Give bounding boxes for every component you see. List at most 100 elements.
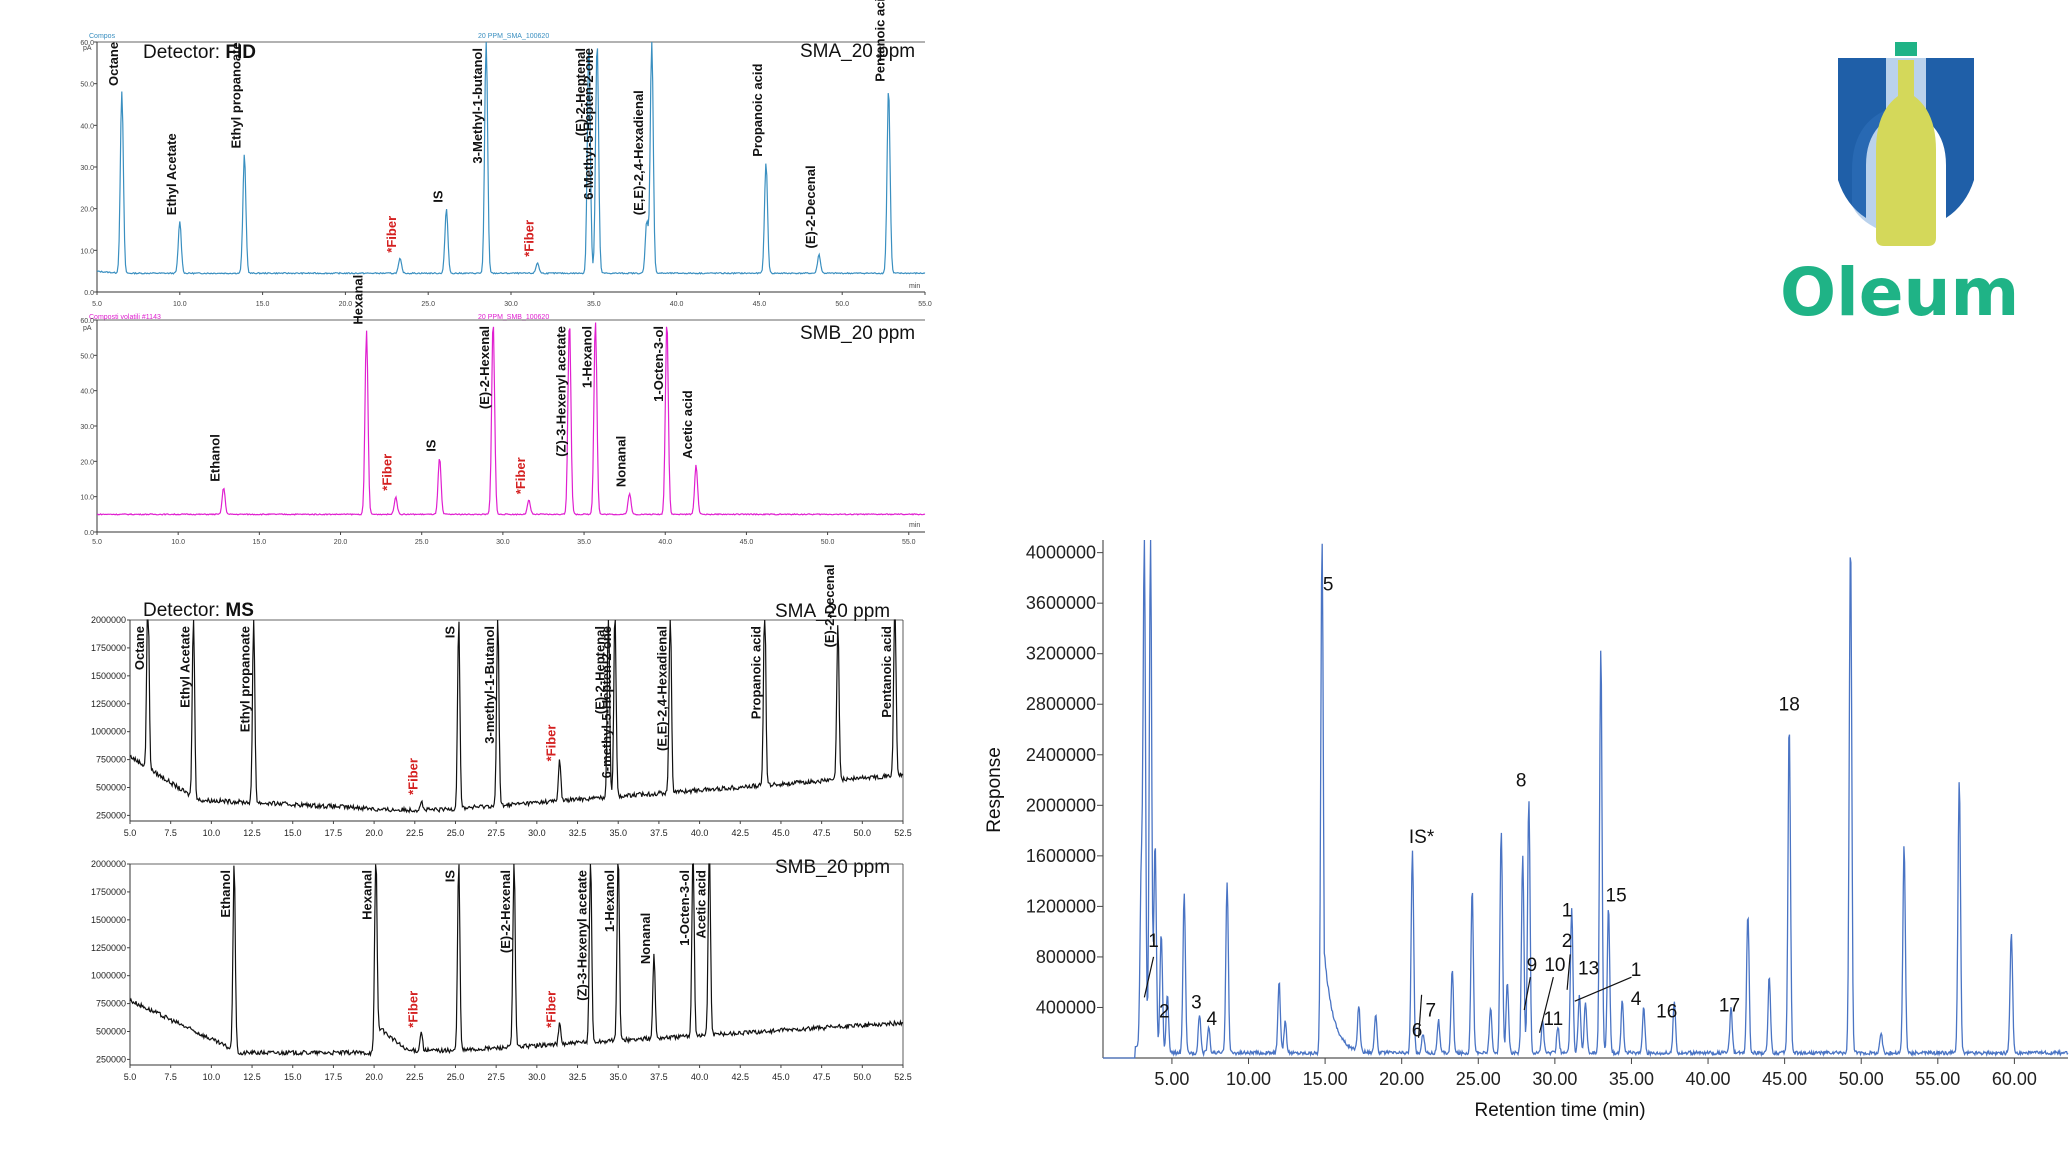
fid_b-xtick-label: 50.0 (821, 539, 835, 546)
tic-peak-number: 1 (1148, 931, 1159, 952)
ms-sma-sample-name: SMA_20 ppm (775, 601, 890, 622)
ms_a-xtick-label: 22.5 (406, 828, 424, 838)
ms_b-xtick-label: 10.0 (203, 1072, 221, 1082)
ms_a-ytick-label: 1000000 (91, 727, 126, 737)
tic-xlabel: Retention time (min) (1474, 1100, 1645, 1121)
right-ytick-label: 2400000 (1026, 745, 1096, 765)
ms_a-xtick-label: 47.5 (813, 828, 831, 838)
fid_b-peak-label: Nonanal (614, 436, 629, 487)
ms_b-xtick-label: 32.5 (569, 1072, 587, 1082)
tic-peak-number: 5 (1323, 575, 1334, 596)
ms_a-ytick-label: 1750000 (91, 643, 126, 653)
ms_a-xtick-label: 30.0 (528, 828, 546, 838)
fid_a-trace (96, 41, 926, 275)
ms_b-ytick-label: 1500000 (91, 915, 126, 925)
ms_a-xtick-label: 10.0 (203, 828, 221, 838)
ms_a-xtick-label: 12.5 (243, 828, 261, 838)
right-ytick-label: 4000000 (1026, 543, 1096, 563)
ms_b-xtick-label: 37.5 (650, 1072, 668, 1082)
tic-peak-number: 1 (1562, 901, 1573, 922)
tic-peak-number: 7 (1426, 1000, 1437, 1021)
fid_b-ytick-label: 20.0 (80, 459, 94, 466)
right-ytick-label: 800000 (1036, 947, 1096, 967)
ms_b-peak-label: *Fiber (544, 991, 559, 1028)
fid_a-ytick-label: 0.0 (84, 290, 94, 297)
ms_a-xtick-label: 50.0 (854, 828, 872, 838)
fid_a-peak-label: 6-Methyl-5-Hepten-2-one (581, 48, 596, 200)
ms_b-peak-label: (E)-2-Hexenal (498, 870, 513, 953)
right-trace (1103, 539, 2069, 1059)
fid-smb-panel: Composti volatili #1143 20 PPM_SMB_10062… (80, 275, 926, 546)
logo-right-shield (1926, 58, 1974, 218)
fid_a-xtick-label: 45.0 (753, 301, 767, 308)
ms_a-xtick-label: 27.5 (487, 828, 505, 838)
fid_b-peak-label: Ethanol (208, 434, 223, 482)
ms_b-peak-label: 1-Hexanol (602, 870, 617, 932)
ms_a-xtick-label: 35.0 (609, 828, 627, 838)
ms_b-xtick-label: 15.0 (284, 1072, 302, 1082)
fid_b-peak-label: (Z)-3-Hexenyl acetate (553, 326, 568, 457)
tic-peak-number: 18 (1779, 695, 1800, 716)
ms_a-peak-label: *Fiber (544, 725, 559, 762)
right-xtick-label: 55.00 (1915, 1069, 1960, 1089)
fid_a-ytick-label: 40.0 (80, 123, 94, 130)
right-xtick-label: 35.00 (1609, 1069, 1654, 1089)
ms_b-xtick-label: 27.5 (487, 1072, 505, 1082)
ms_a-peak-label: 6-methyl-5-Hepten-2-one (599, 626, 614, 778)
fid_a-peak-label: *Fiber (522, 220, 537, 257)
fid_b-xtick-label: 40.0 (658, 539, 672, 546)
ms_b-xtick-label: 7.5 (164, 1072, 177, 1082)
fid_b-peak-label: *Fiber (513, 457, 528, 494)
tic-panel: Response Retention time (min) 5.00 10.00 1… (984, 539, 2069, 1121)
ms_a-peak-label: Ethyl propanoate (238, 626, 253, 732)
ms_b-ytick-label: 2000000 (91, 859, 126, 869)
fid_a-peak-label: Pentanoic acid (873, 0, 888, 82)
tic-leader-line (1538, 976, 1554, 1033)
ms_b-xtick-label: 42.5 (731, 1072, 749, 1082)
tic-peak-number: 16 (1656, 1002, 1677, 1023)
fid-sma-panel: Compos 20 PPM_SMA_100620 pA Detector: FI… (80, 0, 932, 308)
ms_b-ytick-label: 500000 (96, 1027, 126, 1037)
ms_b-ytick-label: 1000000 (91, 971, 126, 981)
tic-peak-number: 6 (1412, 1021, 1423, 1042)
ms_a-xtick-label: 40.0 (691, 828, 709, 838)
fid_b-xtick-label: 30.0 (496, 539, 510, 546)
logo-bottle (1876, 60, 1936, 246)
fid_a-ytick-label: 20.0 (80, 207, 94, 214)
fid_b-ytick-label: 40.0 (80, 389, 94, 396)
ms_b-ytick-label: 750000 (96, 999, 126, 1009)
ms_b-xtick-label: 47.5 (813, 1072, 831, 1082)
fid_a-xtick-label: 15.0 (256, 301, 270, 308)
ms_a-trace (129, 619, 904, 814)
fid_b-ytick-label: 60.0 (80, 318, 94, 325)
fid_b-xtick-label: 35.0 (577, 539, 591, 546)
fid_b-peak-label: Hexanal (351, 275, 366, 325)
ms_b-ytick-label: 1250000 (91, 943, 126, 953)
right-xtick-label: 30.00 (1532, 1069, 1577, 1089)
tic-leader-line (1417, 994, 1423, 1038)
right-xtick-label: 25.00 (1456, 1069, 1501, 1089)
fid_a-peak-label: IS (430, 190, 445, 203)
logo-left-shield (1838, 58, 1886, 218)
ms_a-peak-label: 3-methyl-1-Butanol (482, 626, 497, 744)
ms_a-peak-label: Propanoic acid (749, 626, 764, 719)
logo-cap (1895, 42, 1917, 56)
ms_b-peak-label: Acetic acid (693, 870, 708, 939)
fid_b-peak-label: 1-Hexanol (579, 326, 594, 388)
ms_a-xtick-label: 7.5 (164, 828, 177, 838)
ms_b-xtick-label: 12.5 (243, 1072, 261, 1082)
tic-peak-number: IS* (1409, 827, 1435, 848)
fid_b-ytick-label: 50.0 (80, 353, 94, 360)
fid_a-xtick-label: 50.0 (835, 301, 849, 308)
ms_b-peak-label: *Fiber (405, 991, 420, 1028)
fid_a-peak-label: (E)-2-Heptenal (573, 48, 588, 136)
fid_a-xtick-label: 20.0 (339, 301, 353, 308)
ms_a-peak-label: IS (443, 626, 458, 639)
fid_a-ytick-label: 60.0 (80, 40, 94, 47)
tic-peak-number: 2 (1159, 1002, 1170, 1023)
right-xtick-label: 60.00 (1992, 1069, 2037, 1089)
ms_a-peak-label: (E)-2-Decenal (822, 564, 837, 647)
right-ytick-label: 3200000 (1026, 644, 1096, 664)
tic-leader-line (1566, 954, 1571, 990)
